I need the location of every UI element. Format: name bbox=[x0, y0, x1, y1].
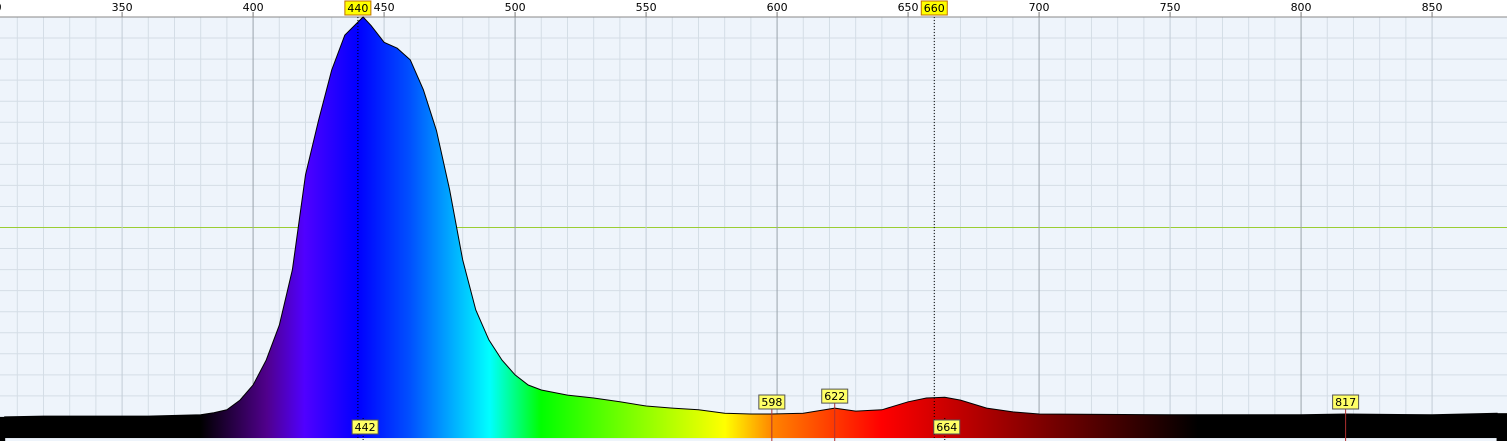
x-tick-label: 700 bbox=[1029, 1, 1050, 14]
x-tick-label: 350 bbox=[112, 1, 133, 14]
x-tick-label: 450 bbox=[374, 1, 395, 14]
marker-label-box bbox=[821, 388, 849, 404]
marker-label-box bbox=[351, 419, 379, 435]
marker-label-box bbox=[758, 394, 786, 410]
x-tick-label: 550 bbox=[636, 1, 657, 14]
marker-label: 660 bbox=[924, 2, 945, 15]
baseline-fill bbox=[1496, 413, 1507, 441]
x-tick-label: 800 bbox=[1291, 1, 1312, 14]
marker-label: 622 bbox=[824, 390, 845, 403]
x-tick-label: 650 bbox=[898, 1, 919, 14]
marker-label-box bbox=[933, 419, 961, 435]
marker-label: 664 bbox=[936, 421, 957, 434]
marker-label-box bbox=[344, 0, 372, 16]
plot bbox=[0, 16, 1507, 441]
spectrum-area bbox=[4, 17, 1498, 438]
x-tick-label: 850 bbox=[1422, 1, 1443, 14]
x-tick-label: 500 bbox=[505, 1, 526, 14]
spectrum-line bbox=[4, 16, 1498, 418]
axis-band bbox=[0, 0, 1507, 17]
marker-label: 817 bbox=[1335, 396, 1356, 409]
x-tick-label: 600 bbox=[767, 1, 788, 14]
plot-area bbox=[0, 17, 1507, 441]
marker-label: 442 bbox=[355, 421, 376, 434]
markers: 440 660 442 598 622 664 817 bbox=[344, 0, 1360, 441]
marker-label-box bbox=[1332, 394, 1360, 410]
x-tick-label: 300 bbox=[0, 1, 2, 14]
marker-label-box bbox=[920, 0, 948, 16]
baseline-fill bbox=[0, 416, 6, 441]
marker-label: 598 bbox=[761, 396, 782, 409]
marker-label: 440 bbox=[347, 2, 368, 15]
x-tick-label: 400 bbox=[243, 1, 264, 14]
x-tick-label: 750 bbox=[1160, 1, 1181, 14]
